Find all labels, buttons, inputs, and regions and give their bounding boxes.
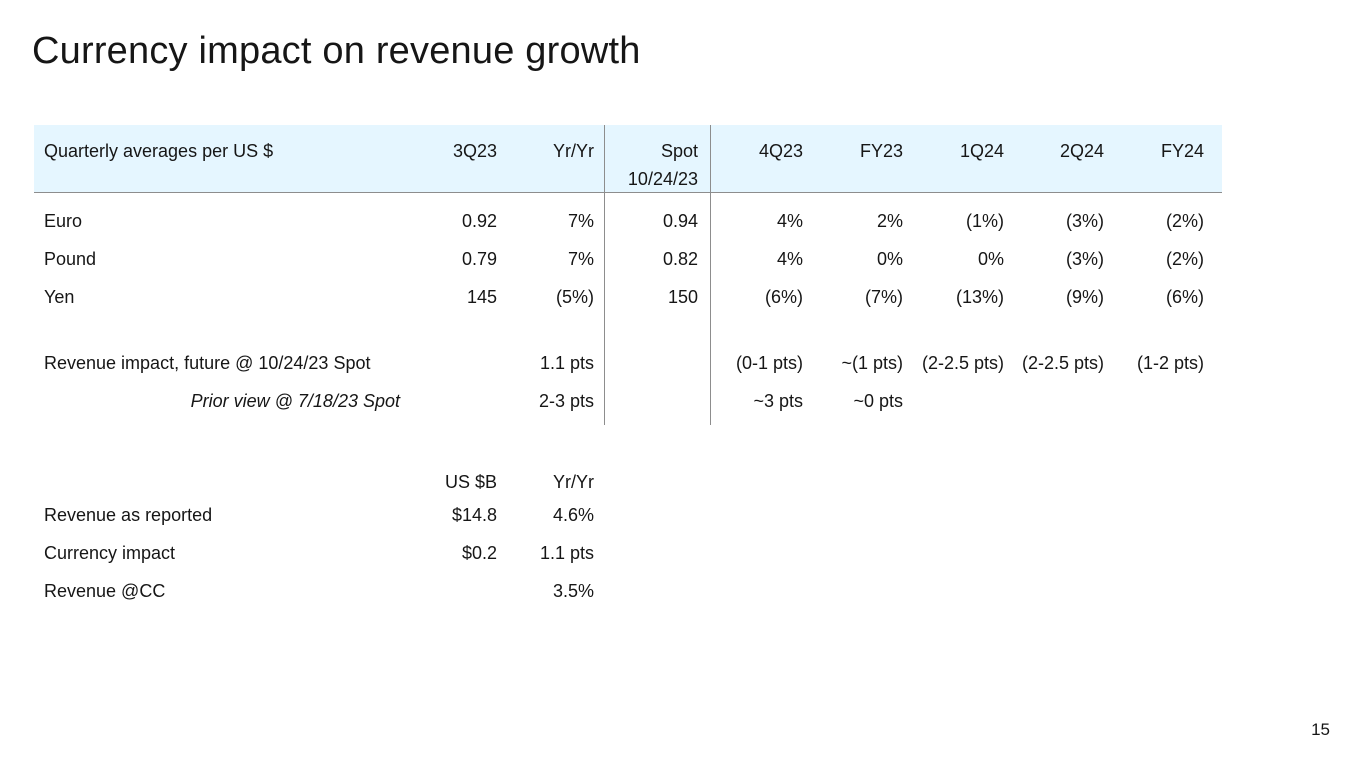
row-label-pound: Pound <box>44 249 97 269</box>
table-cell: (2-2.5 pts) <box>1021 353 1104 373</box>
table-cell: (2%) <box>1165 249 1204 269</box>
table-cell: (5%) <box>555 287 594 307</box>
table-cell: 145 <box>466 287 497 307</box>
table-cell: 2% <box>876 211 903 231</box>
table-cell: 2-3 pts <box>538 391 594 411</box>
header-fy24: FY24 <box>1160 141 1204 161</box>
row-label-revenue-impact: Revenue impact, future @ 10/24/23 Spot <box>44 353 371 373</box>
table-header-divider <box>34 192 1222 193</box>
table-cell: 4% <box>776 249 803 269</box>
table-cell: ~3 pts <box>753 391 803 411</box>
table-cell: 1.1 pts <box>539 353 594 373</box>
table-cell: 4.6% <box>552 505 594 525</box>
spot-right-divider <box>710 125 711 425</box>
table-cell: 150 <box>667 287 698 307</box>
table-cell: 1.1 pts <box>539 543 594 563</box>
table-cell: (9%) <box>1065 287 1104 307</box>
table-cell: 0% <box>977 249 1004 269</box>
header-spot-date: 10/24/23 <box>627 169 698 189</box>
table-cell: (1%) <box>965 211 1004 231</box>
header-fy23: FY23 <box>859 141 903 161</box>
page-title: Currency impact on revenue growth <box>32 30 641 72</box>
header-3q23: 3Q23 <box>452 141 497 161</box>
table-cell: (7%) <box>864 287 903 307</box>
table-cell: (0-1 pts) <box>735 353 803 373</box>
header-yryr: Yr/Yr <box>552 141 594 161</box>
header-spot: Spot <box>660 141 698 161</box>
table-cell: 4% <box>776 211 803 231</box>
table-cell: 3.5% <box>552 581 594 601</box>
header-2q24: 2Q24 <box>1059 141 1104 161</box>
table-cell: 0.92 <box>461 211 497 231</box>
table-cell: (2-2.5 pts) <box>921 353 1004 373</box>
table-cell: (6%) <box>764 287 803 307</box>
table-cell: (2%) <box>1165 211 1204 231</box>
revenue-row-label: Currency impact <box>44 543 176 563</box>
revenue-row-label: Revenue @CC <box>44 581 166 601</box>
table-cell: 0.82 <box>662 249 698 269</box>
table-cell: $14.8 <box>451 505 497 525</box>
header-1q24: 1Q24 <box>959 141 1004 161</box>
revenue-header-usd: US $B <box>444 472 497 492</box>
table-cell: 7% <box>567 211 594 231</box>
table-cell: ~0 pts <box>853 391 903 411</box>
page-number: 15 <box>1311 720 1330 739</box>
revenue-header-yryr: Yr/Yr <box>552 472 594 492</box>
row-label-prior-view: Prior view @ 7/18/23 Spot <box>190 391 400 411</box>
table-cell: 7% <box>567 249 594 269</box>
header-4q23: 4Q23 <box>758 141 803 161</box>
table-cell: ~(1 pts) <box>841 353 903 373</box>
table-cell: 0.79 <box>461 249 497 269</box>
table-cell: (6%) <box>1165 287 1204 307</box>
table-cell: (3%) <box>1065 249 1104 269</box>
table-cell: 0.94 <box>662 211 698 231</box>
table-cell: (13%) <box>955 287 1004 307</box>
table-cell: 0% <box>876 249 903 269</box>
table-cell: (1-2 pts) <box>1136 353 1204 373</box>
header-label: Quarterly averages per US $ <box>44 141 274 161</box>
table-cell: (3%) <box>1065 211 1104 231</box>
revenue-row-label: Revenue as reported <box>44 505 213 525</box>
spot-left-divider <box>604 125 605 425</box>
table-cell: $0.2 <box>461 543 497 563</box>
row-label-euro: Euro <box>44 211 83 231</box>
table-header-band <box>34 125 1222 192</box>
row-label-yen: Yen <box>44 287 75 307</box>
